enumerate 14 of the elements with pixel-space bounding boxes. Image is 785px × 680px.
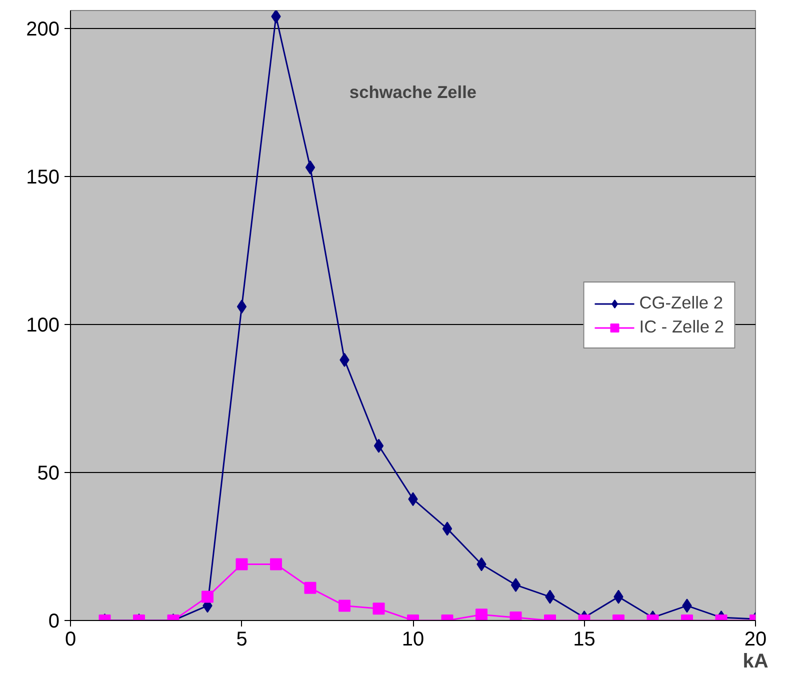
- legend-label: CG-Zelle 2: [639, 292, 724, 314]
- y-tick-label: 100: [26, 314, 60, 336]
- x-tick-label: 20: [744, 628, 767, 650]
- legend-label: IC - Zelle 2: [639, 316, 724, 338]
- y-tick-label: 200: [26, 18, 60, 40]
- y-tick-label: 150: [26, 166, 60, 188]
- x-tick-label: 10: [402, 628, 424, 650]
- x-axis-title: kA: [742, 650, 768, 672]
- x-tick-label: 0: [64, 628, 76, 650]
- annotation: schwache Zelle: [349, 82, 477, 102]
- y-tick-label: 50: [37, 462, 60, 484]
- x-tick-label: 15: [573, 628, 596, 650]
- y-tick-label: 0: [48, 610, 60, 632]
- x-tick-label: 5: [236, 628, 248, 650]
